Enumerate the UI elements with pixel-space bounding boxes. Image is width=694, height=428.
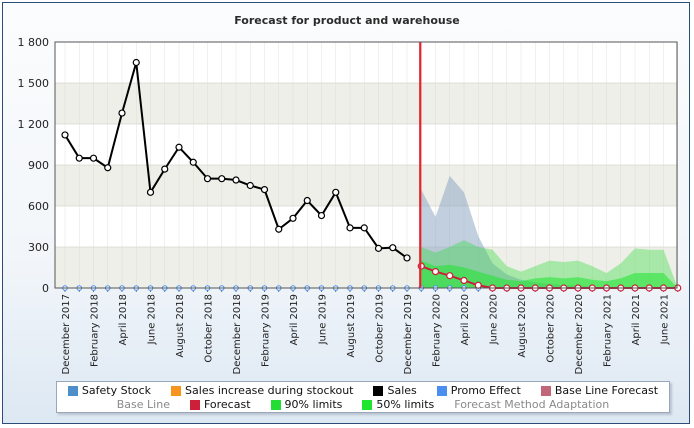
legend-item-sales[interactable]: Sales	[373, 384, 417, 397]
grid-band	[55, 83, 677, 124]
forecast-point	[431, 268, 440, 276]
sales-point	[132, 58, 140, 67]
sales-point	[360, 224, 368, 232]
x-tick-label: February 2020	[432, 294, 443, 367]
legend-item-50-limits[interactable]: 50% limits	[362, 398, 434, 411]
y-tick-label: 1 200	[18, 118, 50, 131]
legend-swatch	[540, 385, 551, 396]
x-tick-label: April 2020	[460, 294, 471, 345]
sales-point	[389, 244, 397, 252]
legend-item-safety-stock[interactable]: Safety Stock	[67, 384, 152, 397]
x-tick-label: April 2021	[631, 294, 642, 345]
legend-item-base-line[interactable]: Base Line	[117, 398, 170, 411]
chart-title: Forecast for product and warehouse	[234, 14, 460, 27]
band-50-limits	[421, 260, 678, 288]
sales-point	[303, 196, 311, 205]
sales-point	[403, 254, 411, 262]
x-tick-label: December 2020	[574, 294, 585, 374]
x-tick-label: February 2021	[603, 294, 614, 367]
sales-point	[232, 176, 240, 184]
x-tick-label: December 2018	[232, 294, 243, 374]
x-tick-label: August 2018	[175, 294, 186, 358]
legend-swatch	[189, 399, 200, 410]
sales-point	[203, 175, 212, 183]
x-tick-label: October 2020	[546, 294, 557, 363]
legend-item-sales-increase[interactable]: Sales increase during stockout	[171, 384, 353, 397]
plot-border	[54, 41, 678, 289]
x-tick-label: June 2019	[318, 294, 329, 345]
y-tick-label: 300	[28, 241, 49, 254]
legend-swatch	[171, 385, 182, 396]
legend-item-promo-effect[interactable]: Promo Effect	[436, 384, 521, 397]
sales-point	[175, 143, 183, 151]
grid-band	[55, 165, 677, 206]
forecast-method-adaptation-area	[421, 175, 678, 288]
legend-label: Safety Stock	[81, 384, 152, 397]
sales-point	[218, 175, 226, 183]
y-tick-label: 1 500	[18, 77, 50, 90]
legend-swatch	[436, 385, 447, 396]
sales-point	[374, 244, 383, 252]
forecast-point	[446, 272, 454, 280]
x-tick-label: December 2017	[61, 294, 72, 374]
sales-point	[317, 211, 326, 220]
legend-label: Sales increase during stockout	[185, 384, 354, 397]
legend-label: 50% limits	[376, 398, 435, 411]
chart-legend: Safety Stock Sales increase during stock…	[56, 381, 670, 413]
x-tick-label: December 2019	[403, 294, 414, 374]
sales-point	[289, 214, 297, 222]
sales-point	[89, 154, 98, 162]
forecast-point	[474, 281, 482, 289]
sales-point	[246, 181, 254, 190]
legend-label: 90% limits	[284, 398, 343, 411]
x-tick-label: August 2020	[517, 294, 528, 358]
sales-point	[161, 165, 169, 173]
legend-label: Sales	[387, 384, 417, 397]
legend-swatch	[373, 385, 384, 396]
y-tick-label: 0	[42, 282, 49, 295]
x-tick-label: October 2018	[204, 294, 215, 363]
legend-label: Base Line	[116, 398, 170, 411]
y-tick-label: 600	[28, 200, 49, 213]
sales-point	[189, 158, 197, 166]
x-tick-label: June 2021	[660, 294, 671, 345]
y-tick-label: 1 800	[18, 36, 50, 49]
legend-swatch	[362, 399, 373, 410]
legend-item-forecast-method-adaptation[interactable]: Forecast Method Adaptation	[454, 398, 609, 411]
sales-point	[346, 224, 354, 232]
forecast-point	[460, 276, 468, 285]
legend-label: Promo Effect	[450, 384, 521, 397]
legend-swatch	[67, 385, 78, 396]
legend-item-forecast[interactable]: Forecast	[189, 398, 251, 411]
x-tick-label: April 2018	[118, 294, 129, 345]
legend-label: Base Line Forecast	[554, 384, 659, 397]
x-tick-label: February 2019	[261, 294, 272, 367]
x-tick-label: October 2019	[375, 294, 386, 363]
legend-swatch	[270, 399, 281, 410]
sales-point	[275, 225, 283, 233]
legend-item-90-limits[interactable]: 90% limits	[270, 398, 343, 411]
x-tick-label: June 2018	[147, 294, 158, 345]
sales-point	[61, 131, 69, 139]
x-tick-label: February 2018	[90, 294, 101, 367]
sales-point	[146, 188, 155, 196]
x-tick-label: August 2019	[346, 294, 357, 358]
x-tick-label: April 2019	[289, 294, 300, 345]
sales-point	[118, 109, 126, 117]
legend-label: Forecast Method Adaptation	[454, 398, 610, 411]
x-tick-label: June 2020	[489, 294, 500, 345]
sales-point	[332, 188, 340, 196]
y-tick-label: 900	[28, 159, 49, 172]
sales-point	[75, 154, 83, 162]
legend-item-base-line-forecast[interactable]: Base Line Forecast	[540, 384, 659, 397]
sales-point	[104, 164, 112, 172]
legend-label: Forecast	[203, 398, 251, 411]
sales-point	[260, 186, 269, 194]
